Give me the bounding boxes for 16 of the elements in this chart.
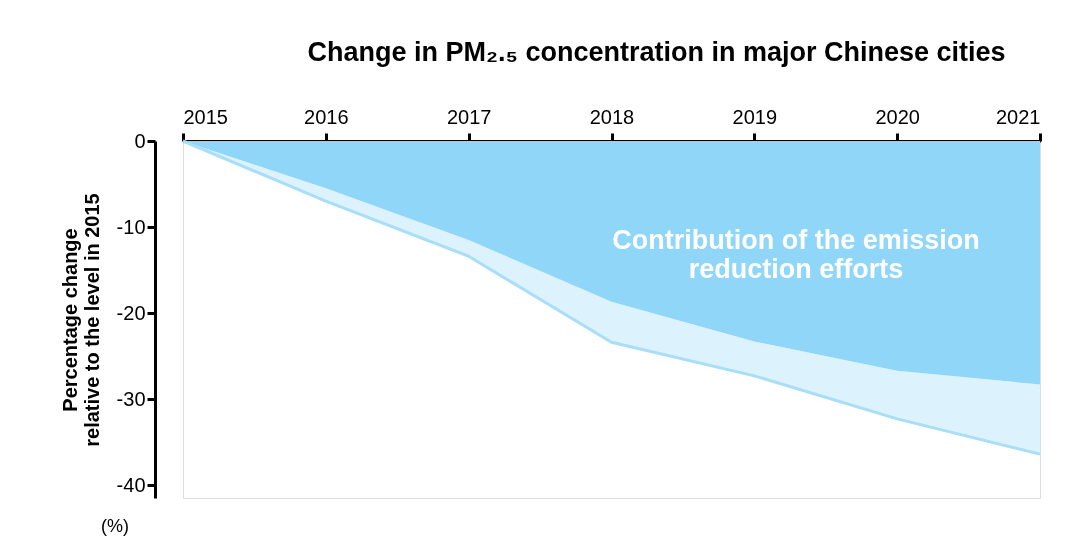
x-tick-label: 2018 (589, 105, 635, 128)
x-tick-label: 2021 (996, 105, 1041, 128)
y-axis-title: Percentage change relative to the level in 2015 (58, 193, 103, 447)
x-tick-label: 2016 (304, 105, 349, 128)
x-tick-label: 2020 (875, 105, 920, 128)
x-tick-label: 2019 (732, 105, 778, 128)
y-tick-label: -40 (116, 473, 146, 496)
y-tick-label: 0 (134, 129, 146, 152)
y-tick-label: -20 (116, 301, 146, 324)
x-tick-label: 2017 (446, 105, 492, 128)
y-tick-label: -30 (116, 387, 146, 410)
y-tick-label: -10 (116, 215, 146, 238)
chart-title: Change in PM₂.₅ concentration in major Chinese cities (307, 37, 1006, 67)
x-tick-label: 2015 (183, 105, 228, 128)
text: (%) (101, 516, 129, 536)
annotation: Contribution of the emission reduction efforts (612, 225, 980, 284)
